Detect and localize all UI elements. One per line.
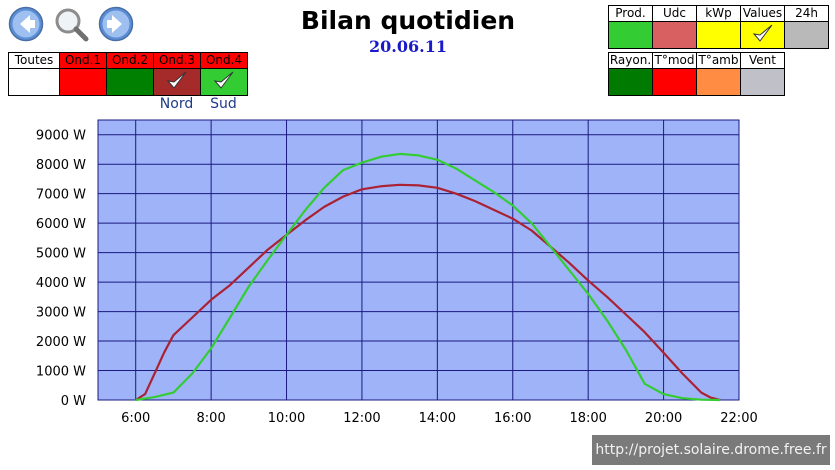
inverter-color-swatch xyxy=(107,69,153,95)
forward-arrow-icon xyxy=(98,6,134,42)
inverter-sublabel: Nord xyxy=(159,96,194,112)
view-toggle-kwp[interactable]: kWp xyxy=(696,5,741,49)
inverter-toggle-ond3[interactable]: Ond.3 xyxy=(153,52,201,96)
back-button[interactable] xyxy=(8,6,44,42)
checkmark-icon xyxy=(752,24,772,42)
y-tick-label: 6000 W xyxy=(36,217,86,232)
y-tick-label: 7000 W xyxy=(36,188,86,203)
view-toggle-udc[interactable]: Udc xyxy=(652,5,697,49)
series-line-nord xyxy=(135,183,721,402)
view-toggle-prod[interactable]: Prod. xyxy=(608,5,653,49)
back-arrow-icon xyxy=(8,6,44,42)
y-tick-label: 8000 W xyxy=(36,158,86,173)
view-label: kWp xyxy=(697,6,740,22)
checkmark-icon xyxy=(213,71,234,89)
x-tick-label: 12:00 xyxy=(343,411,380,426)
magnifier-icon xyxy=(55,8,89,42)
y-tick-label: 5000 W xyxy=(36,247,86,262)
y-tick-label: 1000 W xyxy=(36,365,86,380)
x-tick-label: 22:00 xyxy=(720,411,757,426)
view-toggle-tmod[interactable]: T°mod xyxy=(652,52,697,96)
view-selector-bottom: Rayon. T°mod T°amb Vent xyxy=(608,52,785,96)
inverter-label: Ond.3 xyxy=(154,53,200,69)
view-color-swatch xyxy=(741,69,784,95)
inverter-toggle-ond2[interactable]: Ond.2 xyxy=(106,52,154,96)
view-selector-top: Prod. Udc kWp Values 24h xyxy=(608,5,829,49)
page-date: 20.06.11 xyxy=(369,37,447,56)
zoom-button[interactable] xyxy=(52,6,89,42)
view-color-swatch xyxy=(653,22,696,48)
view-label: Values xyxy=(741,6,784,22)
view-toggle-values[interactable]: Values xyxy=(740,5,785,49)
view-color-swatch xyxy=(609,22,652,48)
x-tick-label: 20:00 xyxy=(645,411,682,426)
series-line-sud xyxy=(135,152,721,402)
x-tick-label: 8:00 xyxy=(197,411,226,426)
site-credit[interactable]: http://projet.solaire.drome.free.fr xyxy=(592,435,830,465)
y-tick-label: 3000 W xyxy=(36,306,86,321)
inverter-color-swatch xyxy=(9,69,59,95)
view-label: T°mod xyxy=(653,53,696,69)
view-color-swatch xyxy=(653,69,696,95)
view-label: Udc xyxy=(653,6,696,22)
view-label: Vent xyxy=(741,53,784,69)
view-label: Prod. xyxy=(609,6,652,22)
inverter-label: Toutes xyxy=(9,53,59,69)
inverter-toggle-toutes[interactable]: Toutes xyxy=(8,52,60,96)
checkmark-icon xyxy=(166,71,187,89)
forward-button[interactable] xyxy=(98,6,134,42)
view-toggle-tamb[interactable]: T°amb xyxy=(696,52,741,96)
view-color-swatch xyxy=(785,22,828,48)
y-tick-label: 2000 W xyxy=(36,335,86,350)
y-tick-label: 9000 W xyxy=(36,129,86,144)
x-tick-label: 16:00 xyxy=(494,411,531,426)
inverter-sublabel: Sud xyxy=(210,96,237,112)
plot-area xyxy=(98,120,739,400)
inverter-label: Ond.2 xyxy=(107,53,153,69)
view-label: 24h xyxy=(785,6,828,22)
inverter-color-swatch xyxy=(60,69,106,95)
page-title: Bilan quotidien xyxy=(300,6,516,35)
view-color-swatch xyxy=(697,69,740,95)
inverter-selector: Toutes Ond.1 Ond.2 Ond.3 Ond.4 xyxy=(8,52,248,96)
inverter-toggle-ond4[interactable]: Ond.4 xyxy=(200,52,248,96)
y-tick-label: 4000 W xyxy=(36,276,86,291)
view-label: T°amb xyxy=(697,53,740,69)
x-tick-label: 6:00 xyxy=(121,411,150,426)
view-color-swatch xyxy=(609,69,652,95)
view-toggle-vent[interactable]: Vent xyxy=(740,52,785,96)
x-tick-label: 14:00 xyxy=(419,411,456,426)
x-tick-label: 18:00 xyxy=(569,411,606,426)
view-toggle-24h[interactable]: 24h xyxy=(784,5,829,49)
x-tick-label: 10:00 xyxy=(268,411,305,426)
inverter-label: Ond.4 xyxy=(201,53,247,69)
plot-frame xyxy=(97,119,740,401)
view-color-swatch xyxy=(697,22,740,48)
inverter-label: Ond.1 xyxy=(60,53,106,69)
y-tick-label: 0 W xyxy=(61,394,86,409)
view-label: Rayon. xyxy=(609,53,652,69)
